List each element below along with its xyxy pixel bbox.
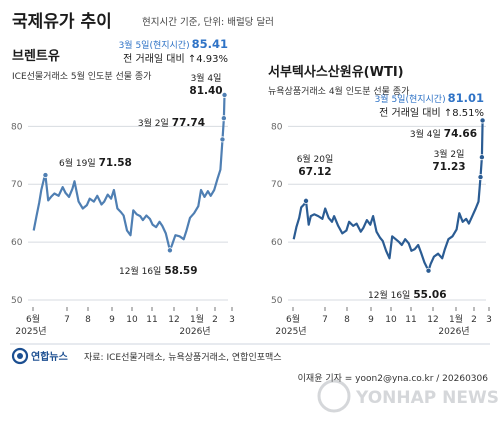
brent-x-year-label: 2025년 xyxy=(15,326,46,337)
brent-series-line xyxy=(32,94,226,252)
brent-y-tick-label: 50 xyxy=(11,296,23,306)
wti-x-tick-label: 3 xyxy=(486,315,492,325)
wti-x-tick-label: 10 xyxy=(385,315,397,325)
brent-annotation-date: 3월 2일 xyxy=(138,117,169,129)
wti-annotation-value: 71.23 xyxy=(432,161,465,173)
watermark-icon xyxy=(317,379,351,413)
wti-chart-title: 서부텍사스산원유(WTI) xyxy=(268,64,404,80)
wti-y-tick-label: 50 xyxy=(271,296,283,306)
wti-annotation: 3월 4일 74.66 xyxy=(410,128,477,140)
credit-note: 이재윤 기자 = yoon2@yna.co.kr / 20260306 xyxy=(298,373,489,384)
brent-annotation: 6월 19일 71.58 xyxy=(59,157,132,169)
brent-y-tick-label: 80 xyxy=(11,122,23,132)
watermark: YONHAP NEWS xyxy=(317,379,499,413)
brent-annotation: 3월 2일 77.74 xyxy=(138,117,205,129)
wti-annotation-date: 6월 20일 xyxy=(297,153,334,165)
wti-annotation-dot xyxy=(477,174,484,181)
source-note: 자료: ICE선물거래소, 뉴욕상품거래소, 연합인포맥스 xyxy=(84,352,282,363)
page-subtitle: 현지시간 기준, 단위: 배럴당 달러 xyxy=(142,16,274,28)
wti-annotation-latest-date: 3월 5일(현지시간) xyxy=(375,93,446,105)
brent-x-year-label: 2026년 xyxy=(179,326,210,337)
brent-x-tick-label: 12 xyxy=(168,315,179,325)
wti-y-tick-label: 80 xyxy=(271,122,283,132)
wti-annotation-dot xyxy=(425,267,432,274)
brent-x-tick-label: 6월 xyxy=(26,313,40,325)
brent-x-tick-label: 9 xyxy=(109,315,115,325)
brent-x-tick-label: 2 xyxy=(212,315,218,325)
wti-annotation-date: 3월 4일 xyxy=(410,128,441,140)
watermark-text: YONHAP NEWS xyxy=(355,388,499,408)
brent-annotation-dot xyxy=(219,136,226,143)
wti-y-tick-label: 70 xyxy=(271,180,283,190)
brent-annotation-dot xyxy=(166,247,173,254)
wti-series-line xyxy=(292,120,484,272)
brent-y-tick-label: 70 xyxy=(11,180,23,190)
brent-annotation: 12월 16일 58.59 xyxy=(119,265,198,277)
brent-annotation-value: 77.74 xyxy=(172,117,205,129)
brent-x-tick-label: 11 xyxy=(146,315,157,325)
brent-annotation-dot xyxy=(221,91,228,98)
brent-x-tick-label: 1월 xyxy=(190,313,204,325)
wti-x-tick-label: 9 xyxy=(368,315,374,325)
brent-x-tick-label: 10 xyxy=(126,315,138,325)
wti-annotation-date: 12월 16일 xyxy=(368,289,410,301)
brent-x-tick-label: 8 xyxy=(85,315,91,325)
wti-annotation-dot xyxy=(479,117,486,124)
wti-annotation-dot xyxy=(303,197,310,204)
yonhap-logo-icon xyxy=(11,347,29,365)
brent-annotation-latest-date: 3월 5일(현지시간) xyxy=(119,39,190,51)
brent-annotation-value: 81.40 xyxy=(189,85,222,97)
brent-annotation-dot xyxy=(220,115,227,122)
wti-annotation-latest: 3월 5일(현지시간) 81.01 xyxy=(375,91,484,105)
wti-annotation-value: 67.12 xyxy=(298,166,331,178)
wti-x-tick-label: 1월 xyxy=(449,313,463,325)
wti-annotation-value: 74.66 xyxy=(444,128,477,140)
brent-annotation-value: 71.58 xyxy=(99,157,132,169)
wti-x-tick-label: 6월 xyxy=(286,313,300,325)
wti-y-tick-label: 60 xyxy=(271,238,283,248)
wti-annotation-date: 3월 2일 xyxy=(434,148,465,160)
wti-annotation-dot xyxy=(478,154,485,161)
page-title: 국제유가 추이 xyxy=(12,12,112,32)
wti-annotation-latest-value: 81.01 xyxy=(448,91,484,105)
wti-annotation-latest-change: 전 거래일 대비 ↑8.51% xyxy=(379,107,484,119)
wti-x-tick-label: 2 xyxy=(471,315,477,325)
wti-annotation-value: 55.06 xyxy=(413,289,446,301)
wti-x-year-label: 2026년 xyxy=(438,326,469,337)
brent-annotation-value: 58.59 xyxy=(164,265,197,277)
brent-annotation-date: 6월 19일 xyxy=(59,157,96,169)
wti-x-tick-label: 8 xyxy=(344,315,350,325)
brent-annotation-date: 3월 4일 xyxy=(191,72,222,84)
brent-chart-title: 브렌트유 xyxy=(12,48,60,64)
wti-x-tick-label: 11 xyxy=(405,315,416,325)
wti-x-tick-label: 12 xyxy=(427,315,438,325)
brent-annotation-latest: 3월 5일(현지시간) 85.41 xyxy=(119,37,228,51)
brent-annotation-latest-value: 85.41 xyxy=(192,37,228,51)
wti-x-tick-label: 7 xyxy=(322,315,328,325)
brent-annotation-latest-change: 전 거래일 대비 ↑4.93% xyxy=(123,53,228,65)
wti-chart-subtitle: 뉴욕상품거래소 4월 인도분 선물 종가 xyxy=(268,85,409,97)
wti-annotation: 12월 16일 55.06 xyxy=(368,289,447,301)
yonhap-logo-text: 연합뉴스 xyxy=(31,350,68,363)
brent-chart-subtitle: ICE선물거래소 5월 인도분 선물 종가 xyxy=(12,70,151,82)
yonhap-logo-dot xyxy=(17,353,23,359)
brent-y-tick-label: 60 xyxy=(11,238,23,248)
brent-x-tick-label: 7 xyxy=(64,315,70,325)
wti-x-year-label: 2025년 xyxy=(275,326,306,337)
brent-annotation-dot xyxy=(42,172,49,179)
brent-x-tick-label: 3 xyxy=(229,315,235,325)
yonhap-logo: 연합뉴스 xyxy=(11,347,68,365)
brent-annotation-date: 12월 16일 xyxy=(119,265,161,277)
